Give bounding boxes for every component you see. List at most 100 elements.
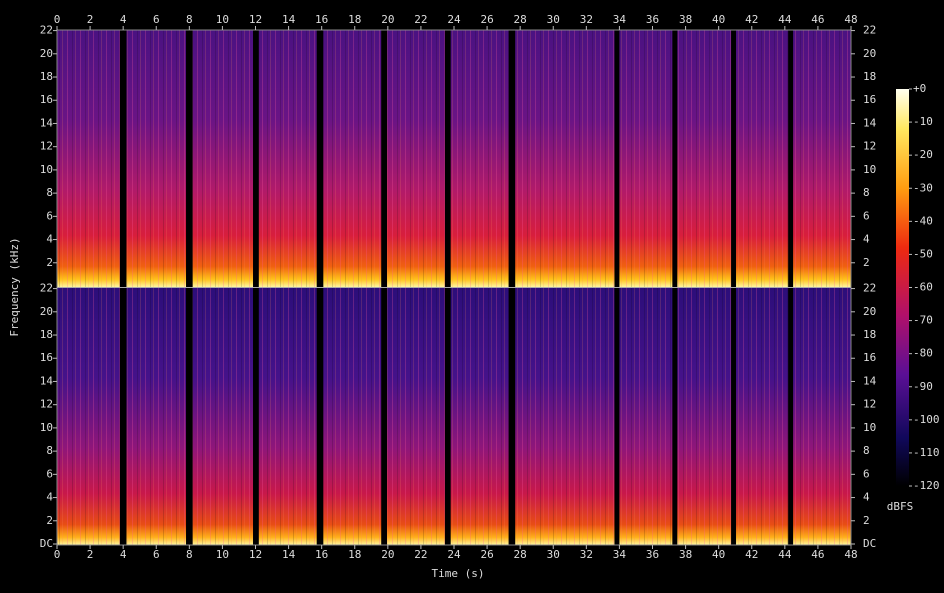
- y-tick-label: 12: [863, 398, 876, 411]
- x-tick-label: 40: [712, 13, 725, 26]
- x-tick-label: 44: [778, 548, 792, 561]
- x-tick-label: 20: [381, 13, 394, 26]
- x-tick-label: 30: [547, 13, 560, 26]
- x-tick-label: 36: [646, 13, 659, 26]
- x-tick-label: 12: [249, 548, 262, 561]
- x-tick-label: 8: [186, 548, 193, 561]
- x-tick-label: 10: [216, 13, 229, 26]
- y-tick-label: 18: [40, 328, 53, 341]
- colorbar-tick-label: +0: [913, 82, 926, 95]
- x-tick-label: 0: [54, 13, 61, 26]
- colorbar-tick-label: -90: [913, 380, 933, 393]
- x-tick-label: 6: [153, 13, 160, 26]
- y-tick-label: 10: [40, 163, 53, 176]
- y-tick-label: 16: [40, 93, 53, 106]
- x-tick-label: 46: [811, 13, 824, 26]
- x-tick-label: 20: [381, 548, 394, 561]
- x-tick-label: 42: [745, 548, 758, 561]
- x-tick-label: 32: [580, 548, 593, 561]
- x-axis-label: Time (s): [432, 567, 485, 580]
- y-tick-label: 8: [46, 444, 53, 457]
- x-tick-label: 36: [646, 548, 659, 561]
- x-tick-label: 26: [480, 548, 493, 561]
- y-tick-label: 14: [40, 116, 54, 129]
- y-tick-label: 2: [863, 256, 870, 269]
- colorbar-tick-label: -120: [913, 479, 940, 492]
- y-tick-label: DC: [863, 537, 876, 550]
- y-tick-label: 10: [863, 163, 876, 176]
- x-tick-label: 2: [87, 548, 94, 561]
- x-tick-label: 16: [315, 548, 328, 561]
- x-tick-label: 30: [547, 548, 560, 561]
- x-tick-label: 24: [447, 13, 461, 26]
- y-tick-label: 6: [46, 209, 53, 222]
- y-tick-label: 14: [863, 374, 877, 387]
- x-tick-label: 22: [414, 548, 427, 561]
- x-tick-label: 4: [120, 548, 127, 561]
- y-tick-label: 16: [40, 351, 53, 364]
- y-tick-label: 8: [863, 186, 870, 199]
- y-tick-label: 18: [863, 70, 876, 83]
- y-tick-label: 2: [46, 514, 53, 527]
- x-tick-label: 44: [778, 13, 792, 26]
- y-tick-label: 12: [40, 140, 53, 153]
- y-tick-label: 14: [863, 116, 877, 129]
- x-tick-label: 10: [216, 548, 229, 561]
- y-tick-label: 16: [863, 351, 876, 364]
- colorbar-tick-label: -50: [913, 247, 933, 260]
- colorbar-tick-label: -100: [913, 413, 940, 426]
- x-tick-label: 34: [613, 548, 627, 561]
- colorbar-label: dBFS: [887, 500, 914, 513]
- y-tick-label: 4: [46, 233, 53, 246]
- x-tick-label: 40: [712, 548, 725, 561]
- x-tick-label: 18: [348, 13, 361, 26]
- x-tick-label: 38: [679, 13, 692, 26]
- x-tick-label: 38: [679, 548, 692, 561]
- y-tick-label: 6: [863, 209, 870, 222]
- y-tick-label: 20: [40, 305, 53, 318]
- y-tick-label: 14: [40, 374, 54, 387]
- y-axis-label: Frequency (kHz): [8, 237, 21, 336]
- x-tick-label: 12: [249, 13, 262, 26]
- colorbar-tick-label: -10: [913, 115, 933, 128]
- y-tick-label: 4: [863, 233, 870, 246]
- y-tick-label: 4: [46, 491, 53, 504]
- y-tick-label: DC: [40, 537, 53, 550]
- x-tick-label: 46: [811, 548, 824, 561]
- x-tick-label: 0: [54, 548, 61, 561]
- x-tick-label: 8: [186, 13, 193, 26]
- colorbar-tick-label: -70: [913, 314, 933, 327]
- y-tick-label: 6: [863, 467, 870, 480]
- y-tick-label: 6: [46, 467, 53, 480]
- x-tick-label: 6: [153, 548, 160, 561]
- y-tick-label: 20: [863, 47, 876, 60]
- y-tick-label: 8: [46, 186, 53, 199]
- x-tick-label: 24: [447, 548, 461, 561]
- x-tick-label: 32: [580, 13, 593, 26]
- y-tick-label: 22: [863, 282, 876, 295]
- y-tick-label: 2: [863, 514, 870, 527]
- x-tick-label: 28: [514, 13, 527, 26]
- x-tick-label: 34: [613, 13, 627, 26]
- y-tick-label: 22: [40, 282, 53, 295]
- y-tick-label: 2: [46, 256, 53, 269]
- y-tick-label: 8: [863, 444, 870, 457]
- x-tick-label: 18: [348, 548, 361, 561]
- y-tick-label: 18: [40, 70, 53, 83]
- y-tick-label: 4: [863, 491, 870, 504]
- colorbar-tick-label: -110: [913, 446, 940, 459]
- y-tick-label: 22: [40, 24, 53, 37]
- y-tick-label: 16: [863, 93, 876, 106]
- colorbar-tick-label: -60: [913, 281, 933, 294]
- x-tick-label: 48: [844, 548, 857, 561]
- y-tick-label: 12: [40, 398, 53, 411]
- x-tick-label: 48: [844, 13, 857, 26]
- colorbar-tick-label: -30: [913, 181, 933, 194]
- x-tick-label: 14: [282, 548, 296, 561]
- colorbar-tick-label: -20: [913, 148, 933, 161]
- x-tick-label: 4: [120, 13, 127, 26]
- x-tick-label: 22: [414, 13, 427, 26]
- y-tick-label: 10: [40, 421, 53, 434]
